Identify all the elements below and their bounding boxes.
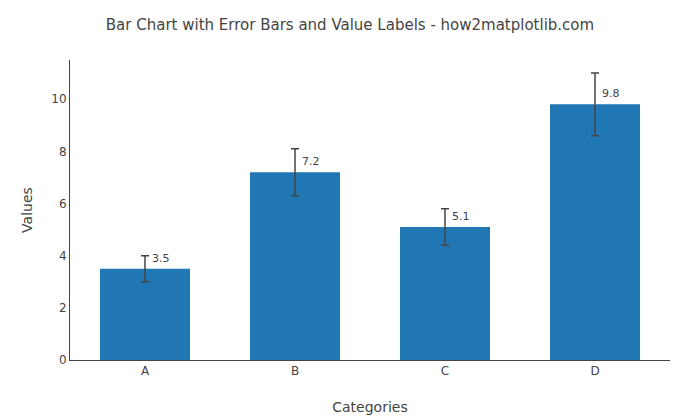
svg-text:Categories: Categories [332,399,407,415]
svg-text:0: 0 [59,353,67,367]
svg-text:8: 8 [59,145,67,159]
svg-text:B: B [291,364,299,378]
svg-text:D: D [590,364,599,378]
svg-text:9.8: 9.8 [602,87,620,100]
svg-text:Bar Chart with Error Bars and: Bar Chart with Error Bars and Value Labe… [106,16,594,34]
svg-text:Values: Values [19,187,35,233]
svg-text:4: 4 [59,249,67,263]
svg-text:2: 2 [59,301,67,315]
svg-text:7.2: 7.2 [302,155,320,168]
svg-text:3.5: 3.5 [152,252,170,265]
svg-text:A: A [141,364,150,378]
svg-text:6: 6 [59,197,67,211]
svg-text:10: 10 [51,92,66,106]
svg-text:5.1: 5.1 [452,210,470,223]
svg-text:C: C [441,364,449,378]
